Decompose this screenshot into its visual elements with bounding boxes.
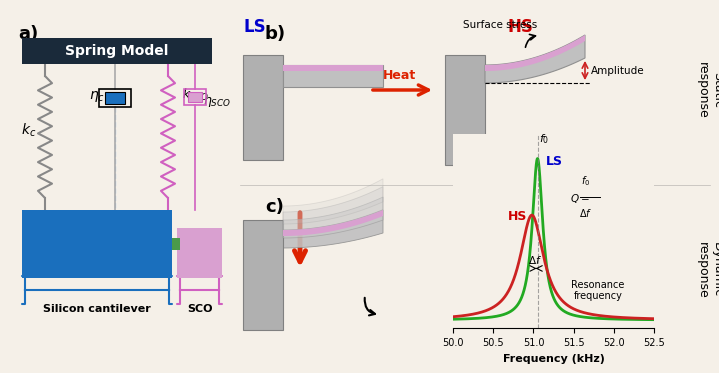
Text: Amplitude: Amplitude: [591, 66, 645, 75]
Bar: [22, 210, 172, 278]
Text: HS: HS: [507, 18, 533, 36]
Text: Surface stress: Surface stress: [463, 20, 537, 30]
X-axis label: Frequency (kHz): Frequency (kHz): [503, 354, 605, 364]
PathPatch shape: [283, 210, 383, 248]
Text: $Q = $: $Q = $: [569, 192, 590, 206]
Text: $f_0$: $f_0$: [581, 174, 590, 188]
Bar: [172, 238, 180, 250]
PathPatch shape: [283, 210, 383, 236]
PathPatch shape: [283, 186, 383, 230]
PathPatch shape: [283, 197, 383, 238]
Text: Resonance
frequency: Resonance frequency: [571, 280, 625, 301]
Text: Static
response: Static response: [696, 62, 719, 118]
Text: a): a): [18, 25, 38, 43]
Text: $\eta_c$: $\eta_c$: [89, 90, 105, 104]
Text: SCO: SCO: [187, 304, 212, 314]
FancyBboxPatch shape: [283, 65, 383, 87]
Text: HS: HS: [508, 210, 527, 223]
Text: $f_0$: $f_0$: [539, 132, 549, 145]
PathPatch shape: [485, 35, 585, 83]
Text: $\eta_{SCO}$: $\eta_{SCO}$: [203, 95, 231, 109]
Bar: [177, 228, 222, 278]
FancyBboxPatch shape: [22, 38, 212, 64]
Bar: [99, 89, 131, 107]
Text: $k_c$: $k_c$: [22, 121, 37, 139]
Text: $\Delta f$: $\Delta f$: [528, 254, 541, 266]
Text: $k_{SCO}$: $k_{SCO}$: [182, 87, 209, 103]
FancyBboxPatch shape: [445, 55, 485, 165]
FancyBboxPatch shape: [243, 55, 283, 160]
Bar: [283, 65, 383, 71]
Text: $\Delta f$: $\Delta f$: [580, 207, 592, 219]
Text: c): c): [265, 198, 284, 216]
Bar: [105, 92, 125, 104]
Text: Spring Model: Spring Model: [65, 44, 169, 58]
Text: b): b): [265, 25, 286, 43]
Text: Heat: Heat: [383, 69, 416, 82]
Bar: [243, 220, 283, 330]
Text: LS: LS: [244, 18, 266, 36]
PathPatch shape: [485, 35, 585, 71]
Text: Dynamic
response: Dynamic response: [696, 242, 719, 298]
Text: LS: LS: [546, 155, 562, 168]
Bar: [188, 92, 202, 102]
Bar: [184, 89, 206, 105]
PathPatch shape: [283, 179, 383, 224]
Text: Silicon cantilever: Silicon cantilever: [43, 304, 151, 314]
